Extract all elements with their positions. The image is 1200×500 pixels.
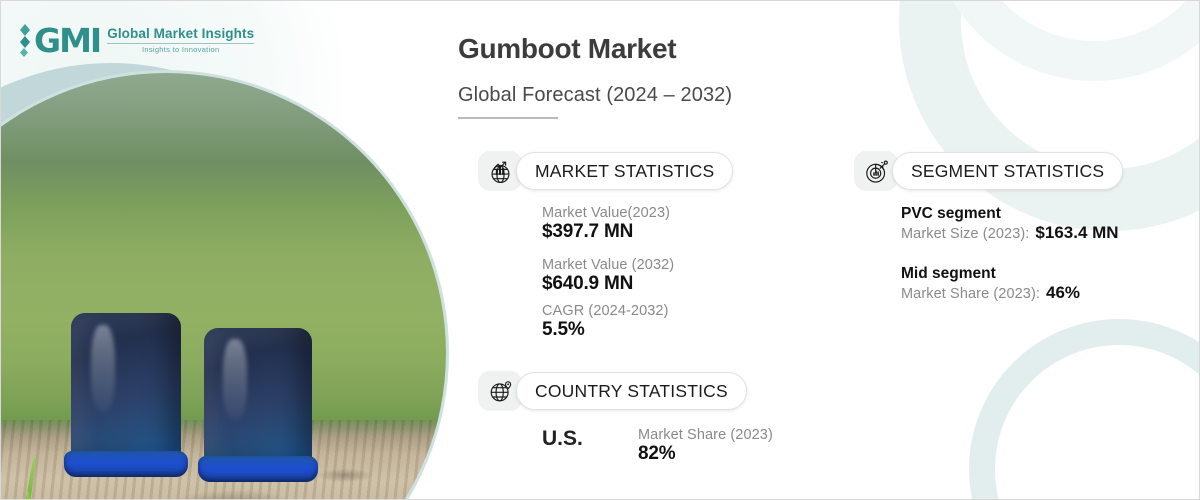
country-statistics-header: COUNTRY STATISTICS — [478, 371, 773, 411]
country-statistics-rows: U.S. Market Share (2023) 82% — [478, 427, 773, 465]
mid-segment-name: Mid segment — [901, 265, 996, 282]
logo-divider — [107, 43, 255, 44]
country-statistics-block: COUNTRY STATISTICS U.S. Market Share (20… — [478, 371, 773, 465]
logo-mark: GMI — [19, 20, 102, 60]
decorative-arc-bottom-right — [969, 319, 1199, 499]
market-value-2023-label: Market Value(2023) — [542, 205, 671, 221]
gumboot-right — [197, 328, 319, 482]
mid-segment-row: Mid segment Market Share (2023): 46% — [901, 265, 1123, 303]
logo-text: GMI — [34, 20, 102, 60]
globe-bar-chart-icon — [478, 151, 522, 191]
decorative-arc-top-right-secondary — [929, 1, 1199, 81]
logo-diamond-icon — [19, 23, 32, 57]
cagr-value: 5.5% — [542, 319, 585, 340]
market-statistics-block: MARKET STATISTICS Market Value(2023) $39… — [478, 151, 734, 341]
market-value-2032-row: Market Value (2032) $640.9 MN — [542, 257, 733, 295]
market-value-2032-label: Market Value (2032) — [542, 257, 675, 273]
pvc-segment-value: $163.4 MN — [1035, 223, 1119, 242]
pvc-segment-stat: Market Size (2023): $163.4 MN — [901, 223, 1123, 243]
country-stat: Market Share (2023) 82% — [638, 427, 773, 465]
country-statistics-title: COUNTRY STATISTICS — [516, 372, 747, 410]
segment-statistics-title: SEGMENT STATISTICS — [892, 152, 1124, 190]
market-value-2023-value: $397.7 MN — [542, 221, 634, 242]
pvc-segment-row: PVC segment Market Size (2023): $163.4 M… — [901, 205, 1123, 243]
page-subtitle: Global Forecast (2024 – 2032) — [458, 84, 733, 106]
market-statistics-rows: Market Value(2023) $397.7 MN Market Valu… — [478, 205, 733, 341]
cagr-label: CAGR (2024-2032) — [542, 303, 669, 319]
mid-segment-value: 46% — [1046, 283, 1081, 302]
segment-statistics-header: SEGMENT STATISTICS — [854, 151, 1124, 191]
segment-statistics-block: SEGMENT STATISTICS PVC segment Market Si… — [854, 151, 1124, 303]
country-market-share-label: Market Share (2023) — [638, 427, 773, 443]
brand-logo[interactable]: GMI Global Market Insights Insights to I… — [19, 20, 255, 60]
cagr-row: CAGR (2024-2032) 5.5% — [542, 303, 733, 341]
boot-highlight — [223, 339, 248, 421]
segment-statistics-rows: PVC segment Market Size (2023): $163.4 M… — [854, 205, 1123, 303]
company-name: Global Market Insights — [107, 26, 255, 41]
country-name: U.S. — [542, 427, 583, 450]
mid-segment-stat: Market Share (2023): 46% — [901, 283, 1123, 303]
market-value-2032-value: $640.9 MN — [542, 273, 634, 294]
title-divider — [458, 117, 558, 119]
logo-wordmark: Global Market Insights Insights to Innov… — [107, 26, 255, 54]
diamond-cluster-icon — [20, 24, 30, 57]
pvc-segment-label: Market Size (2023): — [901, 226, 1030, 242]
boot-highlight — [90, 325, 115, 412]
page-title: Gumboot Market — [458, 33, 677, 64]
country-market-share-value: 82% — [638, 443, 676, 464]
pvc-segment-name: PVC segment — [901, 205, 1001, 222]
product-photo: sales@gminsights.com www.gminsights.com — [1, 73, 446, 499]
market-statistics-header: MARKET STATISTICS — [478, 151, 734, 191]
company-tagline: Insights to Innovation — [141, 45, 220, 54]
market-statistics-title: MARKET STATISTICS — [516, 152, 734, 190]
globe-pin-icon — [478, 371, 522, 411]
market-value-2023-row: Market Value(2023) $397.7 MN — [542, 205, 733, 243]
mid-segment-label: Market Share (2023): — [901, 286, 1041, 302]
pie-chart-target-icon — [854, 151, 898, 191]
gumboot-left — [64, 313, 188, 477]
